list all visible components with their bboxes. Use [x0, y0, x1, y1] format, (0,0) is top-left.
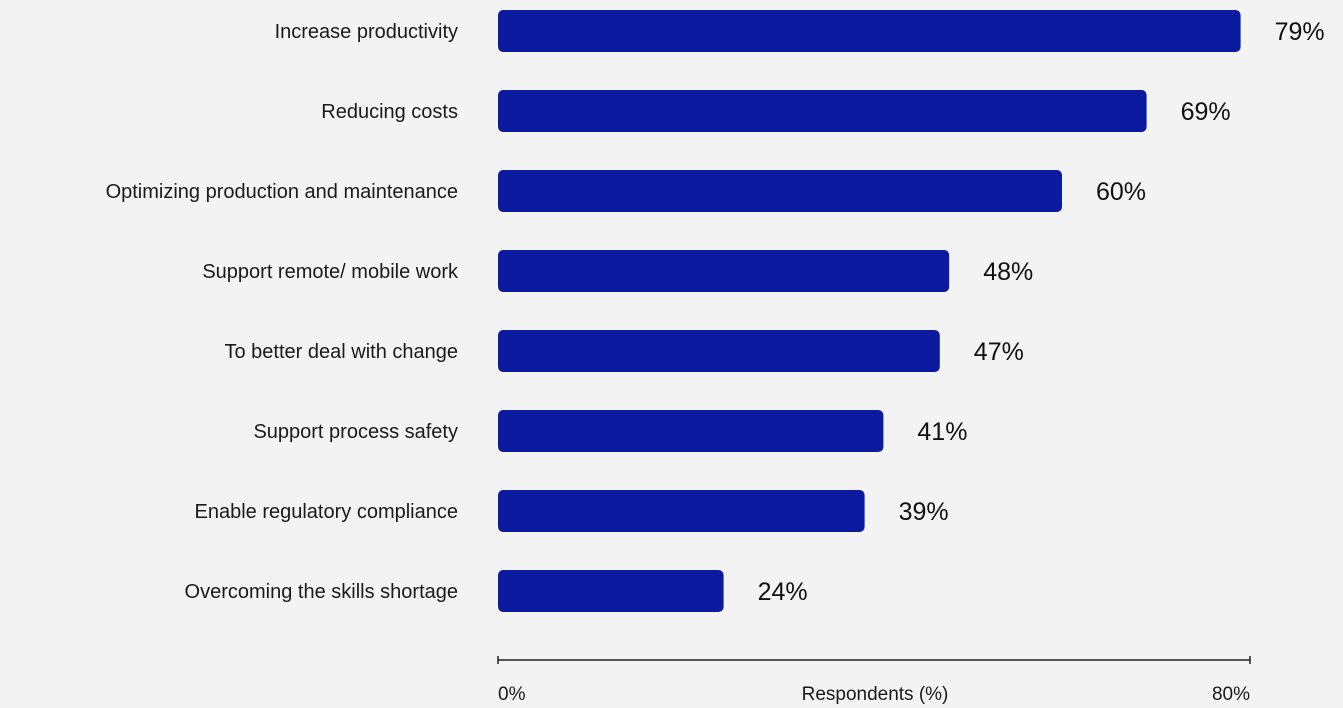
x-tick-label-min: 0% [498, 684, 526, 705]
x-axis: 0% 80% Respondents (%) [498, 656, 1250, 705]
bar [498, 330, 940, 372]
bar [498, 90, 1147, 132]
category-label: Optimizing production and maintenance [106, 181, 458, 203]
bar [498, 570, 724, 612]
category-label: To better deal with change [225, 341, 459, 363]
data-label: 41% [917, 418, 967, 446]
x-tick-label-max: 80% [1212, 684, 1250, 705]
bars-group: Increase productivity 79% Reducing costs 69… [106, 10, 1325, 612]
category-label: Increase productivity [275, 21, 458, 43]
bar [498, 250, 949, 292]
data-label: 79% [1275, 18, 1325, 46]
category-label: Support process safety [253, 421, 458, 443]
data-label: 48% [983, 258, 1033, 286]
category-label: Enable regulatory compliance [195, 501, 459, 523]
category-label: Overcoming the skills shortage [185, 581, 458, 603]
data-label: 60% [1096, 178, 1146, 206]
data-label: 39% [899, 498, 949, 526]
bar [498, 10, 1241, 52]
data-label: 47% [974, 338, 1024, 366]
x-axis-title: Respondents (%) [802, 684, 949, 705]
data-label: 24% [758, 578, 808, 606]
category-label: Reducing costs [321, 101, 458, 123]
data-label: 69% [1181, 98, 1231, 126]
bar [498, 170, 1062, 212]
category-label: Support remote/ mobile work [202, 261, 459, 283]
bar [498, 490, 865, 532]
bar [498, 410, 883, 452]
